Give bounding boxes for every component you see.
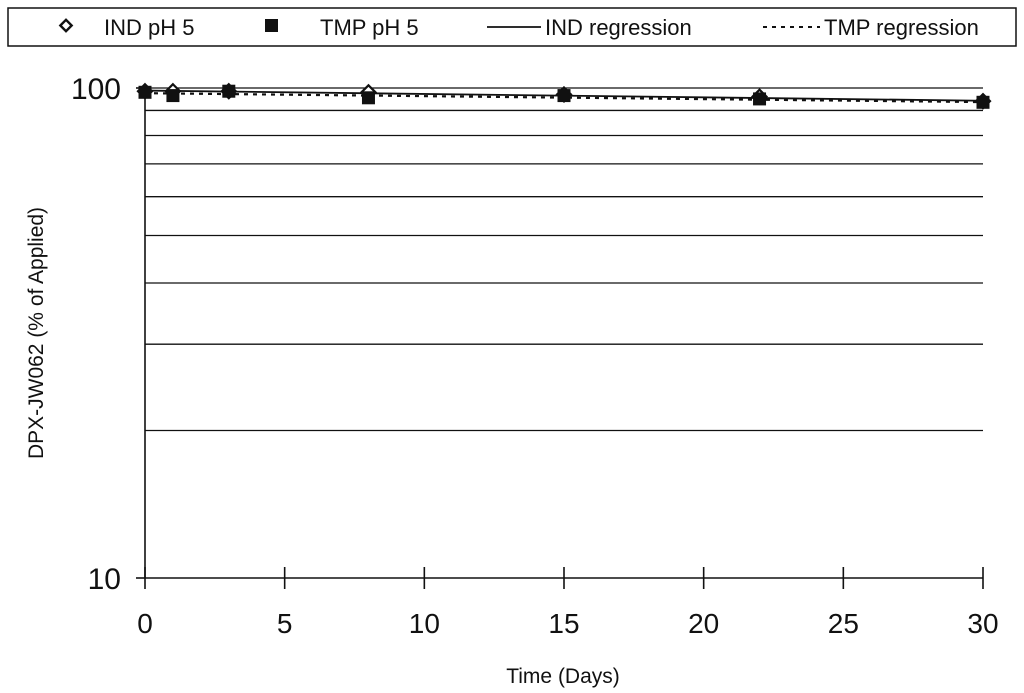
legend-item-ind-ph5: IND pH 5 (58, 15, 194, 40)
gridlines (145, 87, 983, 432)
y-tick-label: 100 (71, 73, 121, 106)
legend-item-ind-regression: IND regression (487, 15, 692, 40)
axes (136, 87, 984, 589)
x-axis-title: Time (Days) (506, 665, 620, 688)
legend-label-tmp-ph5: TMP pH 5 (320, 15, 419, 40)
tmp-ph5-point (753, 92, 767, 106)
tick-labels: 0 5 10 15 20 25 30 10 100 (71, 73, 999, 639)
tmp-ph5-point (976, 95, 990, 109)
x-tick-label: 5 (277, 608, 293, 639)
legend-marker-ind-ph5 (58, 18, 74, 33)
x-tick-label: 10 (409, 608, 440, 639)
tmp-ph5-point (361, 91, 375, 105)
data-markers (136, 82, 992, 110)
legend-label-tmp-regression: TMP regression (824, 15, 979, 40)
tmp-ph5-point (138, 85, 152, 99)
y-axis-title: DPX-JW062 (% of Applied) (25, 207, 48, 459)
x-tick-label: 15 (548, 608, 579, 639)
tmp-ph5-point (166, 89, 180, 103)
legend: IND pH 5 TMP pH 5 IND regression TMP reg… (7, 7, 1017, 47)
tmp-ph5-point (222, 84, 236, 98)
x-tick-label: 20 (688, 608, 719, 639)
legend-label-ind-regression: IND regression (545, 15, 692, 40)
legend-item-tmp-regression: TMP regression (763, 15, 979, 40)
legend-marker-tmp-ph5 (265, 19, 278, 32)
x-tick-label: 0 (137, 608, 153, 639)
legend-label-ind-ph5: IND pH 5 (104, 15, 194, 40)
legend-item-tmp-ph5: TMP pH 5 (265, 15, 419, 40)
x-tick-label: 30 (967, 608, 998, 639)
tmp-ph5-point (557, 89, 571, 103)
x-tick-label: 25 (828, 608, 859, 639)
y-tick-label: 10 (88, 563, 121, 596)
